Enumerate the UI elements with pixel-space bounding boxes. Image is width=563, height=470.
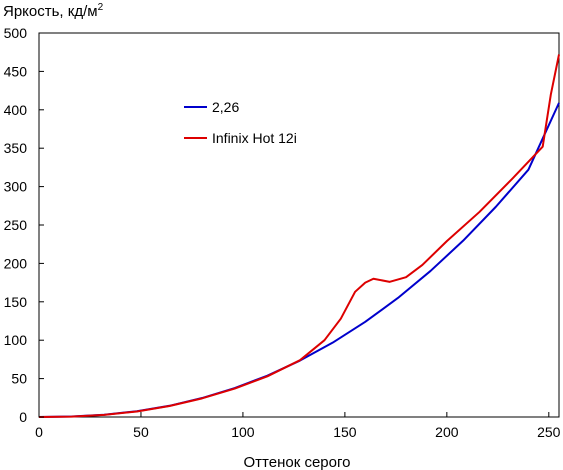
x-axis-title: Оттенок серого (244, 454, 351, 470)
y-tick-label: 0 (19, 409, 27, 425)
y-tick-label: 400 (4, 102, 28, 118)
tick-layer: 0 50 100 150 200 250 0 50 100 150 200 250 300 350 400 4… (4, 25, 561, 440)
legend-label-series-2: Infinix Hot 12i (212, 130, 297, 146)
y-tick-label: 300 (4, 179, 28, 195)
x-tick-label: 250 (537, 424, 561, 440)
series-line-2 (38, 54, 560, 418)
plot-area: 0 50 100 150 200 250 0 50 100 150 200 250 300 350 400 4… (4, 25, 561, 440)
y-tick-label: 100 (4, 332, 28, 348)
y-tick-label: 150 (4, 294, 28, 310)
x-tick-label: 200 (435, 424, 459, 440)
x-tick-label: 100 (231, 424, 255, 440)
legend: 2,26 Infinix Hot 12i (184, 99, 297, 146)
y-axis-title: Яркость, кд/м2 (3, 2, 104, 20)
y-axis-title-superscript: 2 (98, 2, 104, 13)
x-tick-label: 0 (35, 424, 43, 440)
y-tick-label: 350 (4, 140, 28, 156)
y-tick-label: 250 (4, 217, 28, 233)
x-tick-label: 150 (333, 424, 357, 440)
plot-frame (38, 32, 560, 418)
y-axis-title-text: Яркость, кд/м (3, 3, 98, 20)
x-tick-label: 50 (133, 424, 149, 440)
y-tick-label: 500 (4, 25, 28, 41)
y-tick-label: 50 (11, 371, 27, 387)
series-layer (38, 54, 560, 418)
legend-label-series-1: 2,26 (212, 99, 239, 115)
y-tick-label: 200 (4, 255, 28, 271)
y-tick-label: 450 (4, 63, 28, 79)
series-line-1 (38, 102, 560, 418)
